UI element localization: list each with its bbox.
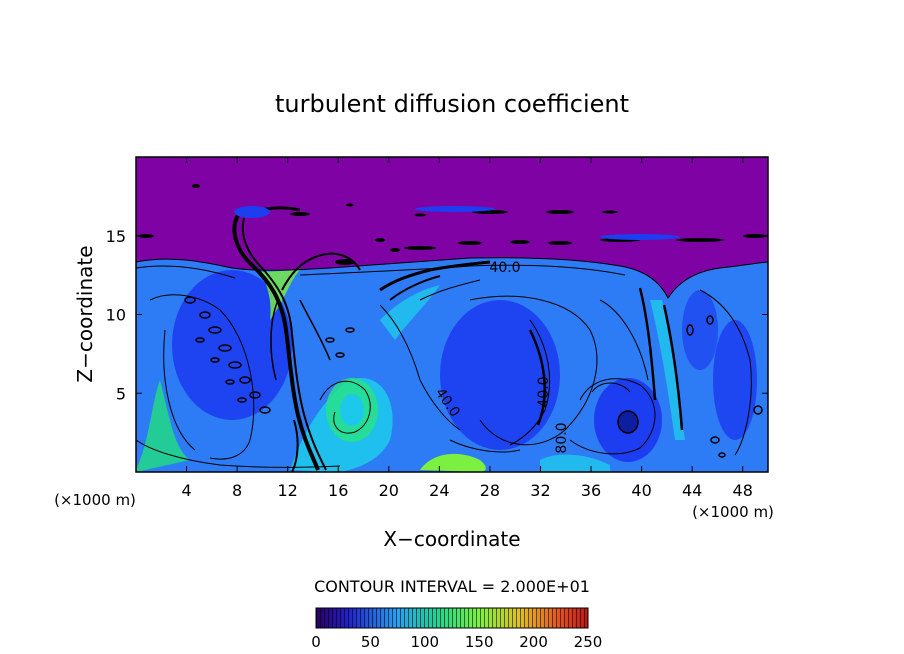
x-tick-label: 32 bbox=[530, 481, 550, 500]
x-tick-label: 48 bbox=[733, 481, 753, 500]
contour-label-80: 80.0 bbox=[554, 422, 570, 453]
colorbar-tick-label: 150 bbox=[465, 633, 494, 651]
x-tick-label: 4 bbox=[181, 481, 191, 500]
x-tick-label: 24 bbox=[429, 481, 449, 500]
contour-interval: CONTOUR INTERVAL = 2.000E+01 bbox=[314, 577, 590, 596]
colorbar-tick-label: 250 bbox=[574, 633, 603, 651]
colorbar-tick-label: 100 bbox=[410, 633, 439, 651]
colorbar-tick-label: 0 bbox=[311, 633, 321, 651]
x-unit-left: (×1000 m) bbox=[54, 491, 136, 509]
x-axis-label: X−coordinate bbox=[383, 527, 520, 551]
y-tick-label: 5 bbox=[116, 384, 126, 403]
contour-label-40-mid: 40.0 bbox=[536, 376, 552, 407]
contour-labels: 40.0 40.0 80.0 40.0 bbox=[432, 260, 570, 454]
x-tick-label: 8 bbox=[232, 481, 242, 500]
x-tick-label: 40 bbox=[631, 481, 651, 500]
colorbar: 0 50 100 150 200 250 bbox=[311, 607, 603, 651]
x-tick-label: 16 bbox=[328, 481, 348, 500]
x-tick-label: 36 bbox=[581, 481, 601, 500]
y-axis: 5 10 15 bbox=[106, 227, 768, 403]
chart-title: turbulent diffusion coefficient bbox=[275, 90, 629, 118]
x-tick-label: 20 bbox=[379, 481, 399, 500]
x-tick-label: 12 bbox=[278, 481, 298, 500]
x-axis: 4 8 12 16 20 24 28 32 36 40 44 48 bbox=[181, 157, 753, 500]
contour-label-40-top: 40.0 bbox=[489, 260, 520, 276]
y-tick-label: 10 bbox=[106, 306, 126, 325]
colorbar-tick-label: 200 bbox=[519, 633, 548, 651]
y-tick-label: 15 bbox=[106, 227, 126, 246]
x-unit-right: (×1000 m) bbox=[692, 503, 774, 521]
colorbar-tick-label: 50 bbox=[361, 633, 380, 651]
y-axis-label: Z−coordinate bbox=[73, 245, 97, 382]
heatmap-field: 40.0 40.0 80.0 40.0 bbox=[136, 157, 768, 472]
x-tick-label: 28 bbox=[480, 481, 500, 500]
x-tick-label: 44 bbox=[682, 481, 702, 500]
